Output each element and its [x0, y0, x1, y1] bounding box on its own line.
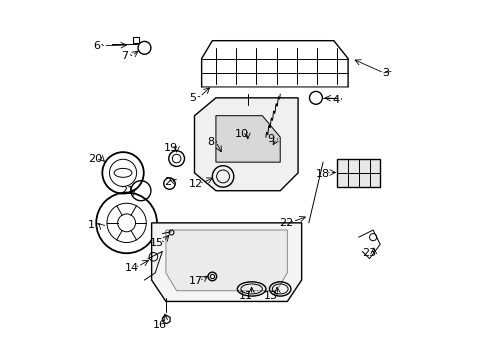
Text: 21: 21: [120, 186, 134, 197]
Text: 9: 9: [267, 134, 274, 144]
Text: 4: 4: [331, 95, 339, 105]
Polygon shape: [151, 223, 301, 301]
Text: 2: 2: [164, 177, 171, 187]
Text: 7: 7: [121, 51, 128, 61]
Polygon shape: [337, 158, 380, 187]
Text: 23: 23: [361, 248, 375, 258]
Text: 15: 15: [150, 238, 163, 248]
Text: 11: 11: [239, 291, 253, 301]
Polygon shape: [165, 230, 287, 291]
Text: 8: 8: [206, 138, 214, 148]
Text: 22: 22: [279, 218, 293, 228]
Polygon shape: [201, 41, 347, 87]
Text: 17: 17: [189, 276, 203, 286]
Text: 6: 6: [93, 41, 100, 51]
Text: 14: 14: [124, 262, 139, 273]
Polygon shape: [216, 116, 280, 162]
Text: 19: 19: [163, 143, 177, 153]
Text: 1: 1: [87, 220, 94, 230]
Polygon shape: [194, 98, 298, 191]
Text: 12: 12: [189, 179, 203, 189]
Text: 5: 5: [189, 93, 196, 103]
Text: 18: 18: [315, 168, 329, 179]
Text: 10: 10: [234, 129, 248, 139]
Text: 20: 20: [88, 154, 102, 163]
Text: 16: 16: [152, 320, 166, 330]
Text: 3: 3: [381, 68, 388, 78]
Text: 13: 13: [264, 291, 278, 301]
